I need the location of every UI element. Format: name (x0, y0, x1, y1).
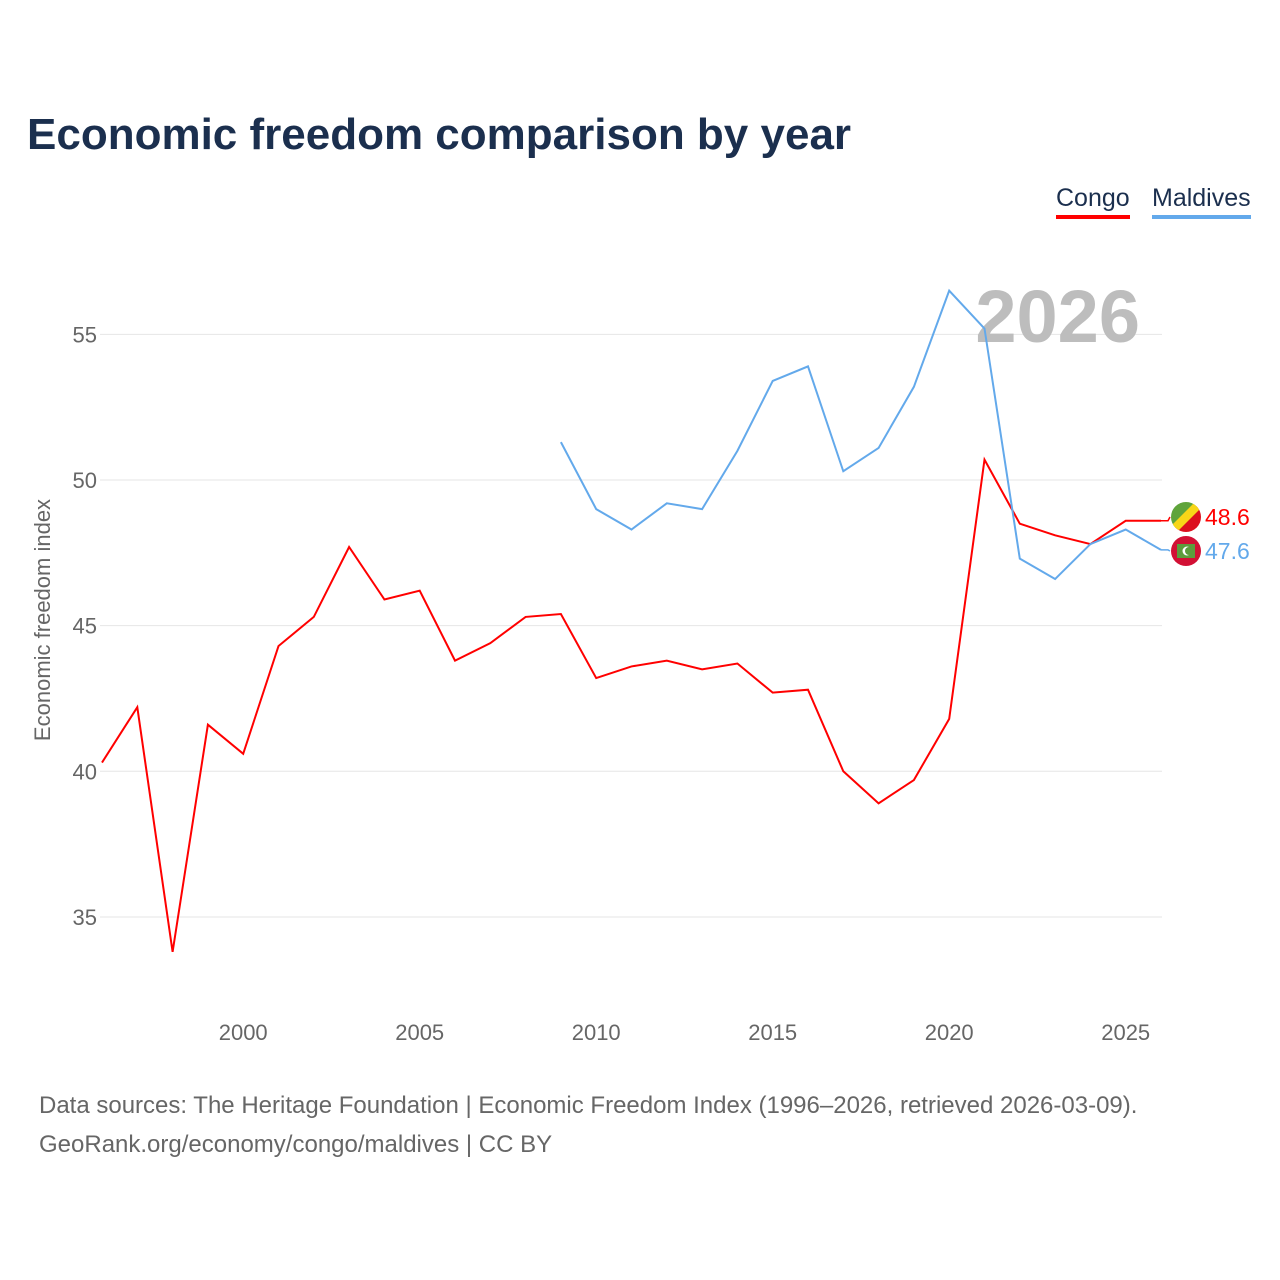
x-tick-label: 2010 (572, 1020, 621, 1045)
legend-maldives[interactable]: Maldives (1152, 184, 1251, 219)
year-watermark: 2026 (975, 275, 1140, 358)
end-value-label-congo: 48.6 (1205, 504, 1250, 530)
y-tick-label: 35 (73, 905, 97, 930)
end-connector (1161, 516, 1171, 522)
source-link[interactable]: GeoRank.org/economy/congo/maldives | CC … (39, 1131, 553, 1158)
x-tick-label: 2000 (219, 1020, 268, 1045)
source-text: Data sources: The Heritage Foundation | … (39, 1092, 1138, 1119)
chart-title: Economic freedom comparison by year (27, 110, 852, 159)
end-value-label-maldives: 47.6 (1205, 538, 1250, 564)
y-axis-label: Economic freedom index (30, 499, 55, 741)
series-line-congo (101, 456, 1161, 953)
y-tick-label: 40 (73, 759, 97, 784)
congo-flag-icon (1171, 502, 1201, 532)
y-tick-label: 45 (73, 614, 97, 639)
crescent-cut (1185, 547, 1193, 555)
legend-congo[interactable]: Congo (1056, 184, 1130, 219)
end-connector (1161, 549, 1171, 552)
x-tick-label: 2020 (925, 1020, 974, 1045)
x-tick-label: 2025 (1101, 1020, 1150, 1045)
x-tick-label: 2015 (748, 1020, 797, 1045)
x-tick-label: 2005 (395, 1020, 444, 1045)
y-tick-label: 50 (73, 468, 97, 493)
y-tick-label: 55 (73, 322, 97, 347)
footer: Data sources: The Heritage Foundation | … (39, 1086, 1137, 1164)
series-line-maldives (560, 288, 1162, 581)
